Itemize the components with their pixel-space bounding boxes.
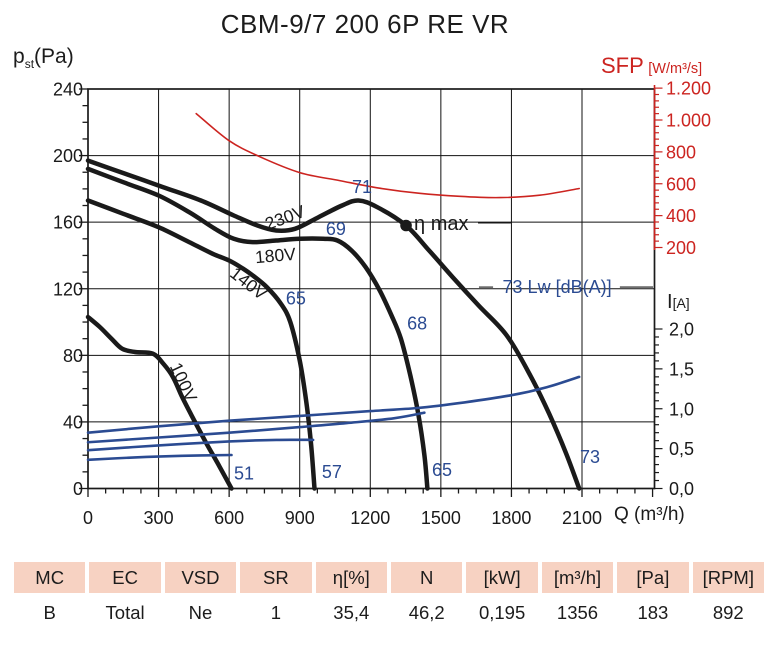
performance-table: MC EC VSD SR η[%] N [kW] [m³/h] [Pa] [RP… — [14, 562, 764, 627]
table-header-ec: EC — [89, 562, 161, 593]
flow-axis-label: Q (m³/h) — [614, 504, 685, 525]
annotation-65: 65 — [286, 289, 306, 309]
table-value-n: 46,2 — [408, 602, 445, 623]
curve-140v — [85, 198, 317, 491]
table-value-sr: 1 — [270, 602, 282, 623]
table-header-sr: SR — [240, 562, 312, 593]
pressure-axis-symbol: p — [13, 45, 25, 68]
curve-230v — [85, 158, 582, 491]
pressure-axis-label: pst(Pa) — [13, 45, 74, 71]
sfp-axis-label: SFP [W/m³/s] — [601, 53, 702, 79]
curve-i-140v — [86, 438, 315, 452]
current-tick-label: 1,0 — [669, 399, 694, 419]
table-header-m3h: [m³/h] — [541, 562, 614, 593]
table-value-vsd: Ne — [188, 602, 213, 623]
sfp-tick-label: 400 — [666, 206, 696, 226]
annotation-68: 68 — [407, 314, 427, 334]
pressure-tick-label: 40 — [63, 412, 83, 432]
annotation-65: 65 — [432, 460, 452, 480]
fan-performance-chart: 0 40 80 120 160 200 240 0 300 600 900 1200 1500 1800 2… — [53, 79, 711, 528]
annotation-73-lw-db-a-: 73 Lw [dB(A)] — [503, 277, 612, 297]
sfp-tick-label: 200 — [666, 238, 696, 258]
annotation-100v: 100V — [166, 359, 202, 405]
pressure-tick-label: 120 — [53, 279, 83, 299]
table-header-rpm: [RPM] — [692, 562, 764, 593]
current-tick-label: 0,5 — [669, 439, 694, 459]
curve-i-230v — [86, 375, 581, 434]
table-header-mc: MC — [14, 562, 86, 593]
table-header-eta: η[%] — [315, 562, 387, 593]
annotation-180v: 180V — [254, 244, 297, 268]
annotation-57: 57 — [322, 462, 342, 482]
sfp-axis-name: SFP — [601, 53, 644, 78]
table-value-ec: Total — [105, 602, 145, 623]
eta-max-label: η max — [414, 213, 468, 235]
pressure-tick-label: 160 — [53, 213, 83, 233]
flow-tick-label: 600 — [214, 508, 244, 528]
flow-tick-label: 900 — [285, 508, 315, 528]
table-value-pa: 183 — [637, 602, 669, 623]
pressure-axis-subscript: st — [24, 57, 35, 72]
annotation-73: 73 — [580, 447, 600, 467]
pressure-tick-label: 200 — [53, 146, 83, 166]
current-axis-label: I[A] — [667, 291, 690, 314]
flow-tick-label: 1800 — [491, 508, 531, 528]
table-header-n: N — [391, 562, 463, 593]
flow-tick-label: 300 — [144, 508, 174, 528]
current-tick-label: 2,0 — [669, 320, 694, 340]
flow-tick-label: 1200 — [350, 508, 390, 528]
pressure-axis-unit: (Pa) — [34, 45, 74, 68]
flow-tick-label: 1500 — [421, 508, 461, 528]
annotation-140v: 140V — [226, 263, 271, 304]
sfp-tick-label: 600 — [666, 174, 696, 194]
flow-tick-label: 0 — [83, 508, 93, 528]
current-axis-name: I — [667, 291, 673, 313]
sfp-axis-unit: [W/m³/s] — [648, 61, 703, 77]
curve-i-100v — [86, 453, 233, 462]
annotation-71: 71 — [352, 177, 372, 197]
sfp-tick-label: 1.000 — [666, 111, 711, 131]
pressure-tick-label: 80 — [63, 346, 83, 366]
flow-tick-label: 2100 — [562, 508, 602, 528]
sfp-tick-label: 1.200 — [666, 79, 711, 99]
current-tick-label: 0,0 — [669, 479, 694, 499]
current-axis-unit: [A] — [672, 295, 690, 311]
curve-sfp — [195, 112, 580, 199]
current-tick-label: 1,5 — [669, 359, 694, 379]
pressure-tick-label: 0 — [73, 479, 83, 499]
annotation-69: 69 — [326, 219, 346, 239]
table-header-pa: [Pa] — [617, 562, 689, 593]
chart-title: CBM-9/7 200 6P RE VR — [220, 9, 510, 39]
table-value-mc: B — [43, 602, 56, 623]
eta-max-dot — [400, 219, 412, 232]
curve-100v — [85, 314, 234, 491]
table-header-kw: [kW] — [466, 562, 538, 593]
table-value-rpm: 892 — [712, 602, 744, 623]
table-value-kw: 0,195 — [478, 602, 526, 623]
table-header-vsd: VSD — [164, 562, 237, 593]
sfp-tick-label: 800 — [666, 142, 696, 162]
curve-180v — [85, 166, 430, 491]
annotation-51: 51 — [234, 464, 254, 484]
table-value-m3h: 1356 — [556, 602, 599, 623]
table-value-eta: 35,4 — [333, 602, 370, 623]
pressure-tick-label: 240 — [53, 80, 83, 100]
curve-i-180v — [86, 411, 426, 444]
